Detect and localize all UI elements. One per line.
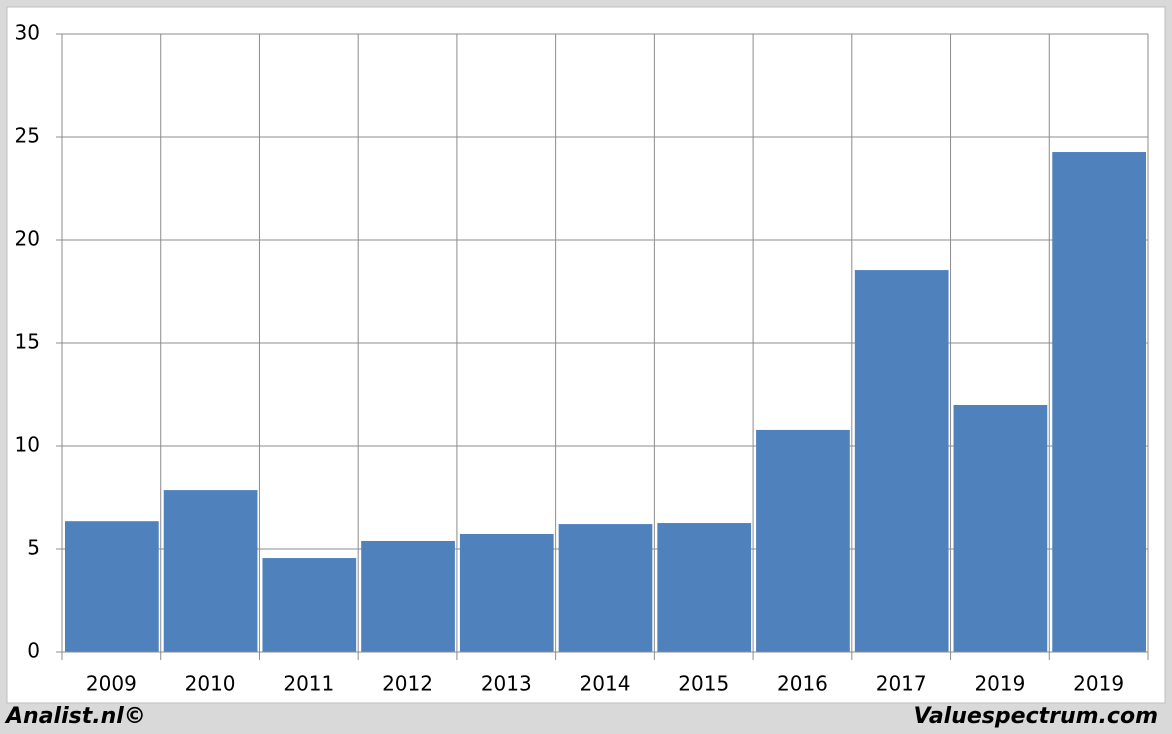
bar	[459, 533, 554, 652]
y-tick-label: 5	[27, 536, 40, 560]
x-tick-label: 2013	[481, 672, 532, 696]
x-tick-label: 2019	[974, 672, 1025, 696]
x-tick-label: 2011	[283, 672, 334, 696]
x-tick-label: 2015	[678, 672, 729, 696]
x-tick-label: 2012	[382, 672, 433, 696]
bar	[558, 524, 653, 652]
y-tick-label: 0	[27, 639, 40, 663]
footer-left: Analist.nl©	[4, 704, 146, 729]
footer-right: Valuespectrum.com	[914, 704, 1158, 729]
y-tick-label: 25	[15, 124, 40, 148]
x-tick-label: 2017	[876, 672, 927, 696]
x-tick-label: 2014	[580, 672, 631, 696]
y-tick-label: 30	[15, 21, 40, 45]
bar	[1052, 152, 1146, 652]
bar	[262, 558, 357, 652]
x-tick-label: 2019	[1073, 672, 1124, 696]
x-tick-label: 2009	[86, 672, 137, 696]
bar	[361, 540, 455, 652]
bar	[65, 521, 159, 652]
bar	[854, 270, 949, 652]
y-tick-label: 20	[15, 227, 40, 251]
bar	[953, 405, 1048, 652]
x-tick-label: 2010	[185, 672, 236, 696]
y-tick-label: 15	[15, 330, 40, 354]
x-tick-label: 2016	[777, 672, 828, 696]
bar	[163, 490, 258, 652]
bar	[756, 429, 850, 652]
bar	[657, 523, 752, 652]
y-tick-label: 10	[15, 433, 40, 457]
